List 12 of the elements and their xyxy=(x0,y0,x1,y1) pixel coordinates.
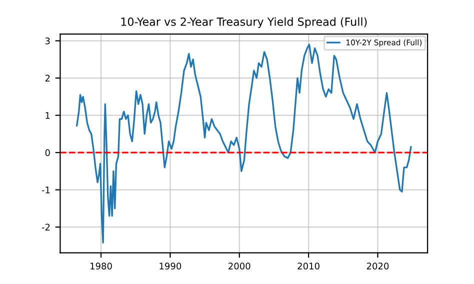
y-tick-label: 0 xyxy=(45,149,50,156)
x-tick-label: 2000 xyxy=(228,262,250,270)
chart-title: 10-Year vs 2-Year Treasury Yield Spread (Full) xyxy=(121,17,367,28)
y-tick-label: -2 xyxy=(42,224,50,230)
x-tick-label: 1990 xyxy=(160,262,182,270)
y-tick-label: 2 xyxy=(45,74,50,82)
x-tick-label: 2020 xyxy=(366,262,389,270)
y-tick-label: 3 xyxy=(45,38,50,44)
y-tick-label: 1 xyxy=(46,112,50,119)
y-tick-label: -1 xyxy=(42,186,50,194)
x-tick-label: 1980 xyxy=(90,262,112,270)
x-tick-label: 2010 xyxy=(298,262,320,270)
